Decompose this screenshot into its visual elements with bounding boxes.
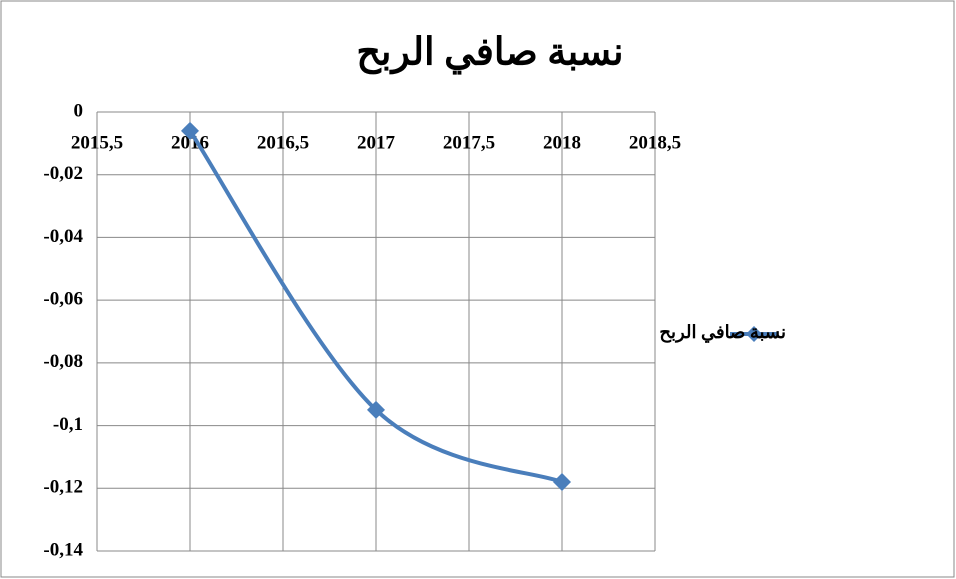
x-tick-label: 2017 [357,132,396,153]
legend-label: نسبة صافي الربح [659,322,786,343]
series-line [188,129,563,484]
marker [553,473,571,492]
x-tick-label: 2016,5 [257,132,309,153]
y-tick-label: -0,1 [53,414,83,435]
legend-marker [746,326,762,342]
y-tick-label: -0,08 [43,351,83,372]
y-tick-label: -0,12 [43,477,83,498]
y-tick-label: -0,06 [43,289,83,310]
x-tick-label: 2017,5 [443,132,495,153]
y-tick-label: -0,04 [43,226,83,247]
y-tick-label: -0,02 [43,163,83,184]
x-tick-label: 2018,5 [629,132,681,153]
x-tick-label: 2018 [543,132,581,153]
marker [367,400,385,419]
chart-title: نسبة صافي الربح [356,32,623,75]
y-tick-label: 0 [74,100,84,121]
marker [181,121,199,140]
y-tick-label: -0,14 [43,539,83,560]
